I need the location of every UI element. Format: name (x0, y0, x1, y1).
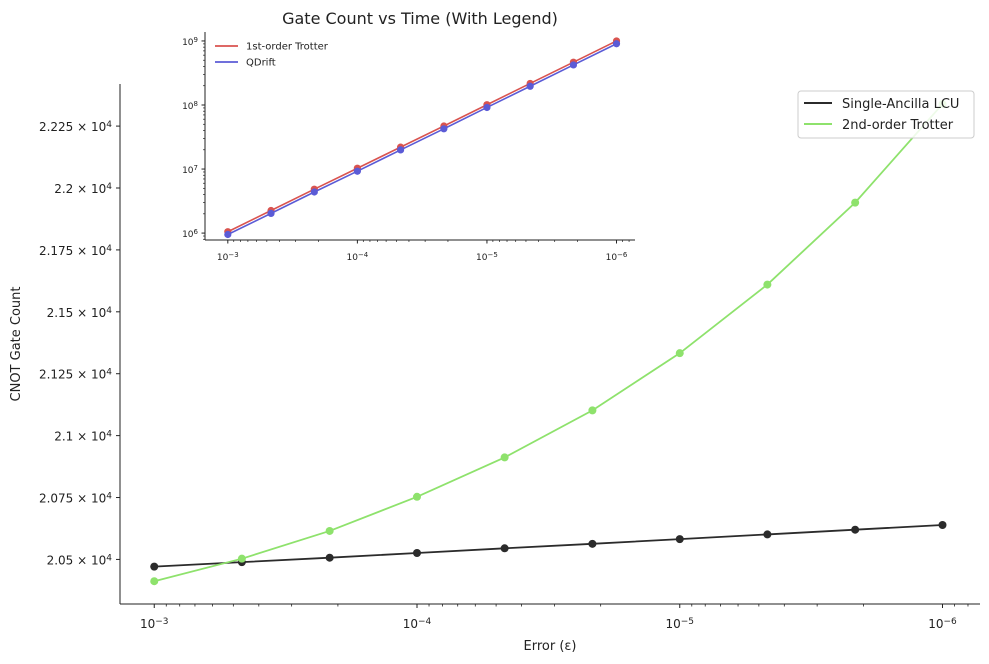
main-series-point-1 (851, 198, 860, 207)
main-x-tick-label: 10−4 (403, 617, 432, 631)
inset-legend-label: QDrift (246, 58, 276, 69)
main-series-point-0 (413, 548, 422, 557)
main-legend: Single-Ancilla LCU 2nd-order Trotter (797, 90, 975, 139)
inset-series (224, 37, 621, 239)
main-legend-frame (797, 90, 975, 139)
inset-series-point-1 (612, 40, 621, 48)
inset-x-tick-label: 10−3 (217, 251, 239, 263)
main-series-point-0 (851, 525, 860, 534)
main-plot: 10−3 10−4 10−5 10−6 2.05 × 104 2.075 × 104 2.1… (9, 84, 980, 654)
main-series-point-0 (763, 530, 772, 539)
inset-y-tick-label: 109 (182, 36, 198, 48)
main-series-point-1 (588, 406, 597, 415)
inset-legend-label: 1st-order Trotter (246, 42, 329, 53)
main-x-tick-label: 10−6 (928, 617, 957, 631)
main-legend-label: 2nd-order Trotter (842, 118, 954, 133)
inset-series-point-1 (224, 230, 232, 239)
main-series-point-0 (325, 553, 334, 562)
inset-x-tick-label: 10−5 (476, 251, 498, 263)
inset-series-point-1 (483, 103, 491, 112)
inset-series-point-1 (569, 61, 578, 69)
main-series-line-1 (154, 103, 944, 583)
inset-y-tick-label: 108 (182, 100, 198, 112)
main-series-point-1 (413, 492, 422, 501)
inset-x-tick-label: 10−6 (606, 251, 628, 263)
main-y-tick-label: 2.225 × 104 (39, 120, 112, 134)
inset-title: Gate Count vs Time (With Legend) (282, 9, 558, 28)
main-series-point-1 (325, 526, 334, 535)
main-y-tick-label: 2.075 × 104 (39, 491, 112, 505)
inset-series-point-1 (267, 209, 275, 217)
inset-y-tick-label: 106 (182, 228, 198, 240)
main-series-point-0 (588, 539, 597, 548)
main-x-tick-label: 10−3 (140, 617, 169, 631)
main-series-point-0 (675, 535, 684, 544)
main-y-tick-label: 2.175 × 104 (39, 244, 112, 258)
main-series-point-1 (237, 554, 246, 563)
main-series-point-1 (675, 349, 684, 358)
main-series-point-0 (500, 544, 509, 553)
inset-legend: 1st-order Trotter QDrift (215, 42, 329, 69)
main-x-axis-label: Error (ε) (524, 639, 577, 654)
main-series (150, 100, 947, 586)
inset-plot: 10−3 10−4 10−5 10−6 106 107 108 109 Gate Count … (182, 9, 635, 263)
main-series-point-0 (938, 521, 947, 530)
main-y-tick-label: 2.125 × 104 (39, 368, 112, 382)
main-series-point-0 (150, 562, 159, 571)
inset-series-line-1 (227, 43, 617, 236)
inset-ticks: 10−3 10−4 10−5 10−6 106 107 108 109 (182, 36, 630, 263)
main-legend-label: Single-Ancilla LCU (842, 97, 959, 112)
inset-series-point-1 (396, 146, 405, 154)
main-x-tick-label: 10−5 (665, 617, 694, 631)
main-y-tick-label: 2.2 × 104 (54, 182, 112, 196)
main-series-point-1 (500, 453, 509, 462)
main-series-point-1 (763, 280, 772, 289)
inset-series-point-1 (526, 82, 534, 90)
inset-x-tick-label: 10−4 (346, 251, 368, 263)
main-series-line-0 (154, 524, 943, 568)
inset-series-point-1 (310, 188, 318, 196)
inset-series-point-1 (440, 125, 448, 133)
main-y-tick-label: 2.05 × 104 (47, 553, 113, 567)
main-series-point-1 (150, 577, 159, 586)
main-y-axis-label: CNOT Gate Count (9, 287, 24, 402)
inset-series-line-0 (227, 40, 617, 233)
inset-y-tick-label: 107 (182, 164, 198, 176)
main-y-tick-label: 2.15 × 104 (47, 306, 113, 320)
inset-series-point-1 (353, 167, 361, 175)
main-ticks: 10−3 10−4 10−5 10−6 2.05 × 104 2.075 × 104 2.1… (39, 120, 969, 631)
main-y-tick-label: 2.1 × 104 (54, 430, 112, 444)
